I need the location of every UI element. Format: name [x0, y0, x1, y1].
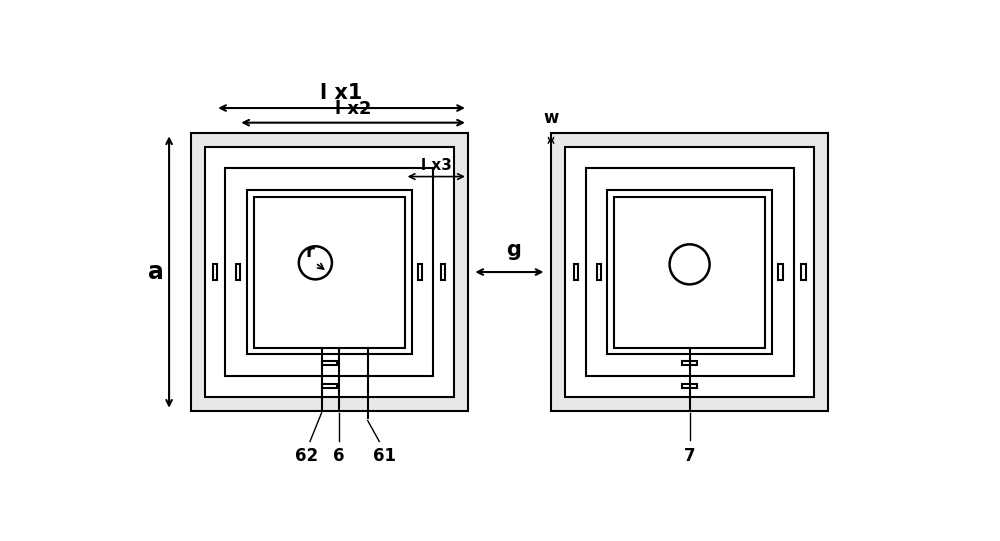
- Bar: [215, 158, 443, 386]
- Text: w: w: [543, 109, 559, 127]
- Bar: [191, 134, 468, 411]
- Text: 61: 61: [373, 447, 396, 465]
- Circle shape: [299, 246, 332, 279]
- Bar: [801, 265, 806, 280]
- Bar: [682, 361, 697, 365]
- Text: g: g: [506, 240, 521, 260]
- Bar: [614, 196, 765, 347]
- Text: a: a: [148, 260, 164, 284]
- Bar: [254, 196, 405, 347]
- Bar: [205, 147, 454, 397]
- Bar: [213, 265, 217, 280]
- Text: l x1: l x1: [320, 83, 363, 103]
- Bar: [574, 265, 578, 280]
- Text: l x3: l x3: [421, 158, 452, 173]
- Text: r: r: [306, 243, 315, 261]
- Circle shape: [670, 245, 710, 285]
- Bar: [682, 384, 697, 388]
- Bar: [576, 158, 804, 386]
- Bar: [418, 265, 422, 280]
- Bar: [599, 181, 780, 363]
- Bar: [238, 181, 420, 363]
- Bar: [586, 168, 794, 376]
- Text: l x2: l x2: [335, 100, 371, 118]
- Bar: [441, 265, 445, 280]
- Bar: [597, 265, 601, 280]
- Bar: [247, 190, 412, 354]
- Bar: [322, 361, 337, 365]
- Bar: [236, 265, 240, 280]
- Bar: [607, 190, 772, 354]
- Bar: [322, 384, 337, 388]
- Bar: [225, 168, 433, 376]
- Bar: [565, 147, 814, 397]
- Text: 62: 62: [295, 447, 318, 465]
- Text: 7: 7: [684, 447, 695, 465]
- Bar: [778, 265, 783, 280]
- Text: 6: 6: [334, 447, 345, 465]
- Bar: [551, 134, 828, 411]
